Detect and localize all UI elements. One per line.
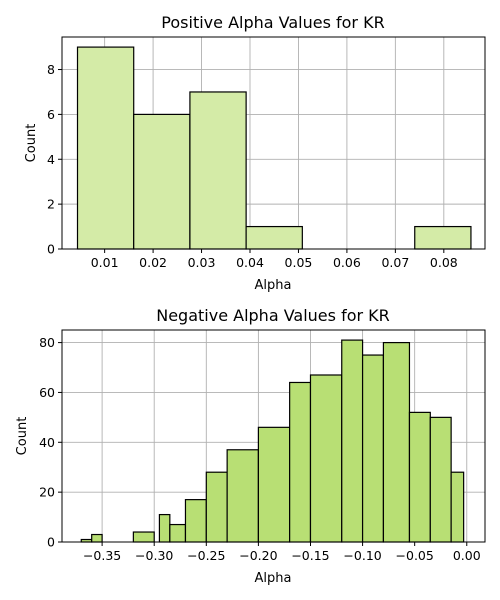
x-axis-label: Alpha	[255, 571, 292, 586]
x-tick-label: −0.10	[343, 548, 381, 563]
x-tick-label: 0.04	[236, 255, 264, 270]
histogram-bar	[414, 225, 472, 250]
histogram-bar	[429, 416, 452, 543]
histogram-bar	[382, 341, 411, 543]
x-tick-label: −0.25	[187, 548, 225, 563]
histogram-bar	[189, 91, 247, 250]
histogram-bar	[450, 471, 465, 543]
histogram-bar	[205, 471, 228, 543]
x-tick-label: 0.01	[91, 255, 119, 270]
x-tick-label: −0.30	[135, 548, 173, 563]
y-tick-label: 60	[39, 385, 55, 400]
x-axis-ticks: −0.35 −0.30 −0.25 −0.20 −0.15 −0.10 −0.05 0.00	[83, 542, 481, 563]
x-tick-label: 0.07	[381, 255, 409, 270]
x-tick-label: 0.02	[139, 255, 167, 270]
y-axis-ticks: 0 2 4 6 8	[47, 62, 62, 257]
y-tick-label: 40	[39, 435, 55, 450]
histogram-bar	[226, 449, 259, 543]
histogram-bar	[309, 374, 343, 543]
x-tick-label: 0.06	[333, 255, 361, 270]
chart-title: Positive Alpha Values for KR	[161, 13, 384, 32]
y-tick-label: 0	[47, 242, 55, 257]
histogram-bar	[408, 411, 431, 543]
x-tick-label: 0.03	[188, 255, 216, 270]
histogram-bar	[361, 354, 385, 543]
x-tick-label: 0.00	[453, 548, 481, 563]
histogram-bar	[133, 113, 191, 250]
histogram-bar	[341, 339, 364, 543]
histogram-bar	[158, 513, 171, 543]
histogram-bars	[80, 339, 465, 543]
y-tick-label: 0	[47, 535, 55, 550]
histogram-bar	[289, 381, 312, 543]
x-tick-label: −0.15	[291, 548, 329, 563]
x-axis-ticks: 0.01 0.02 0.03 0.04 0.05 0.06 0.07 0.08	[91, 249, 458, 270]
y-tick-label: 80	[39, 335, 55, 350]
y-axis-label: Count	[24, 124, 39, 163]
y-axis-ticks: 0 20 40 60 80	[39, 335, 62, 550]
x-tick-label: 0.05	[285, 255, 313, 270]
y-tick-label: 6	[47, 107, 55, 122]
y-axis-label: Count	[15, 417, 30, 456]
chart-title: Negative Alpha Values for KR	[156, 306, 390, 325]
y-tick-label: 20	[39, 485, 55, 500]
histogram-bar	[245, 225, 303, 250]
x-axis-label: Alpha	[255, 278, 292, 293]
x-tick-label: −0.20	[239, 548, 277, 563]
x-tick-label: −0.35	[83, 548, 121, 563]
plot-frame	[61, 329, 486, 543]
x-tick-label: −0.05	[396, 548, 434, 563]
y-tick-label: 4	[47, 152, 55, 167]
x-tick-label: 0.08	[430, 255, 458, 270]
histogram-bar	[257, 426, 291, 543]
histogram-bars	[76, 46, 472, 250]
histogram-bar	[91, 533, 103, 543]
histogram-bar	[132, 531, 155, 543]
plot-frame	[61, 36, 486, 250]
positive-alpha-histogram: Positive Alpha Values for KR 0.01 0.02 0.0…	[24, 13, 486, 293]
histogram-bar	[76, 46, 135, 250]
y-tick-label: 8	[47, 62, 55, 77]
y-tick-label: 2	[47, 197, 55, 212]
histogram-bar	[169, 523, 187, 543]
negative-alpha-histogram: Negative Alpha Values for KR −0.35 −0.30−…	[15, 306, 486, 586]
histogram-bar	[184, 499, 207, 543]
